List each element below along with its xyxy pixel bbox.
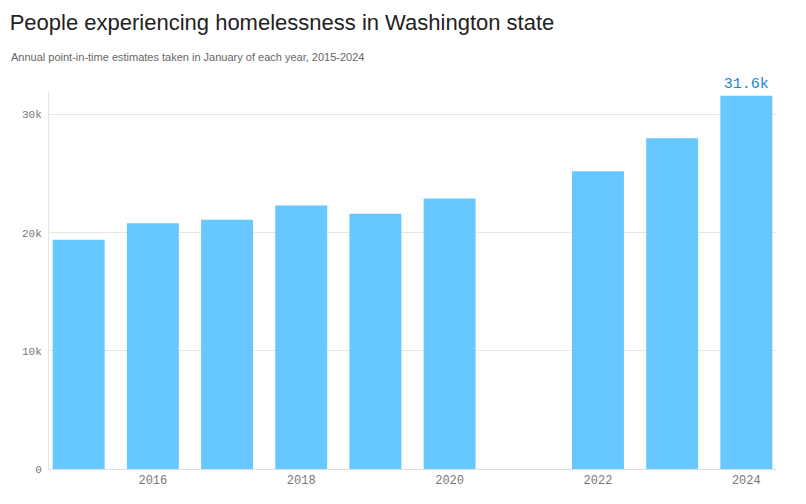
svg-text:People experiencing homelessne: People experiencing homelessness in Wash… — [10, 10, 555, 35]
svg-text:2016: 2016 — [138, 474, 167, 488]
svg-text:2022: 2022 — [584, 474, 613, 488]
svg-text:Annual point-in-time estimates: Annual point-in-time estimates taken in … — [11, 51, 364, 63]
svg-text:30k: 30k — [22, 109, 42, 121]
svg-text:2024: 2024 — [732, 474, 761, 488]
svg-text:2020: 2020 — [435, 474, 464, 488]
svg-text:0: 0 — [35, 464, 42, 476]
svg-text:20k: 20k — [22, 228, 42, 240]
svg-text:2018: 2018 — [287, 474, 316, 488]
svg-text:10k: 10k — [22, 346, 42, 358]
svg-text:31.6k: 31.6k — [724, 76, 769, 93]
